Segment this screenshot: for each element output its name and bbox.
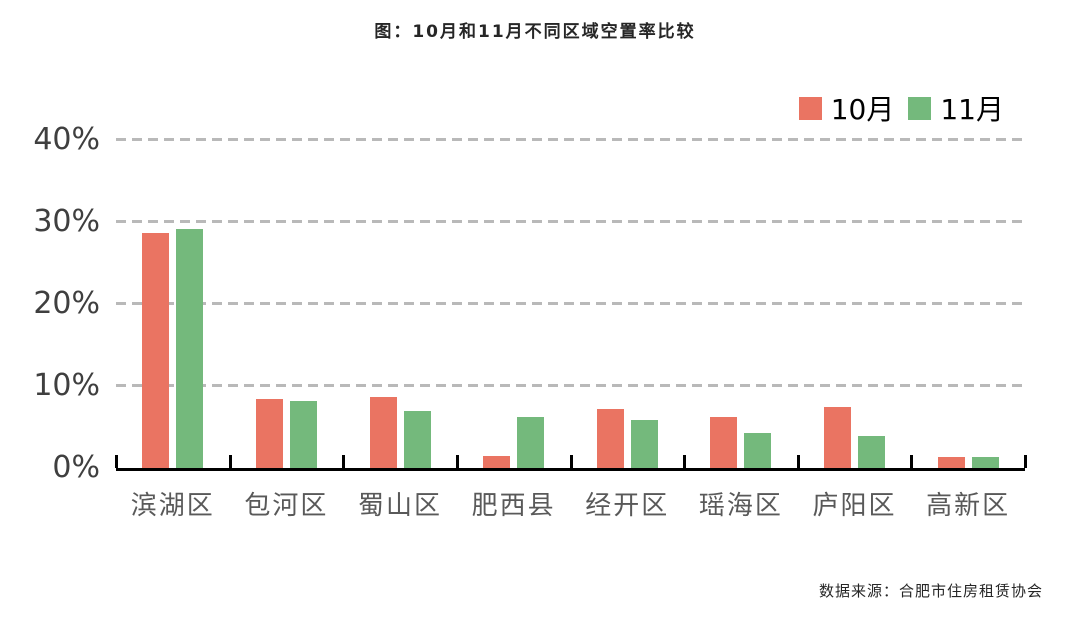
x-axis-tick [228,455,232,468]
y-tick-label-10: 10% [33,368,100,403]
legend-swatch-november-icon [908,96,932,120]
x-axis-tick [455,455,459,468]
gridline-40 [116,138,1025,141]
bar-series1-cat7 [824,407,852,468]
legend-label-november: 11月 [940,93,1004,126]
x-tick-label-8: 高新区 [926,491,1011,521]
x-axis-labels: 滨湖区 包河区 蜀山区 肥西县 经开区 瑶海区 庐阳区 高新区 [116,485,1025,522]
x-tick-label-7: 庐阳区 [812,491,897,521]
bar-series2-cat2 [289,400,317,468]
bar-series2-cat4 [517,417,545,468]
bar-series2-cat3 [403,411,431,468]
legend-swatch-october-icon [798,96,822,120]
bar-series2-cat5 [630,419,658,468]
bar-series2-cat1 [176,229,204,468]
bar-group-8 [911,140,1025,468]
x-tick-label-1: 滨湖区 [130,491,215,521]
x-tick-label-5: 经开区 [585,491,670,521]
bar-series1-cat3 [369,396,397,468]
y-axis-labels: 0% 10% 20% 30% 40% [0,125,100,483]
plot-area [115,138,1027,471]
gridline-10 [116,384,1025,387]
x-axis-tick [1024,455,1027,468]
bar-series2-cat6 [744,432,772,468]
source-note: 数据来源：合肥市住房租赁协会 [818,582,1043,600]
y-tick-label-20: 20% [33,286,100,321]
bar-series2-cat7 [858,436,886,468]
x-axis-tick [342,455,346,468]
x-axis-tick [796,455,800,468]
bar-group-3 [343,140,457,468]
bar-series1-cat4 [483,455,511,468]
x-axis-tick [569,455,573,468]
x-tick-label-2: 包河区 [244,491,329,521]
bar-series1-cat8 [937,456,965,468]
bar-series1-cat6 [710,417,738,468]
chart-legend: 10月 11月 [798,88,1004,128]
bar-group-5 [571,140,685,468]
bar-series2-cat8 [971,456,999,468]
x-tick-label-6: 瑶海区 [698,491,783,521]
x-tick-label-3: 蜀山区 [358,491,443,521]
legend-item-november: 11月 [908,88,1004,128]
bar-series1-cat2 [255,399,283,468]
chart-title: 图：10月和11月不同区域空置率比较 [374,22,696,42]
bar-group-1 [116,140,230,468]
y-tick-label-40: 40% [33,122,100,157]
gridline-30 [116,220,1025,223]
bar-group-2 [230,140,344,468]
y-tick-label-0: 0% [52,450,100,485]
bar-group-6 [684,140,798,468]
x-tick-label-4: 肥西县 [471,491,556,521]
x-axis-tick [683,455,687,468]
bar-group-4 [457,140,571,468]
legend-item-october: 10月 [798,88,895,128]
bar-series1-cat5 [596,408,624,468]
y-tick-label-30: 30% [33,204,100,239]
x-axis-tick [910,455,914,468]
legend-label-october: 10月 [830,93,895,126]
bar-group-7 [798,140,912,468]
bar-series1-cat1 [142,233,170,468]
gridline-20 [116,302,1025,305]
x-axis-tick [115,455,118,468]
bar-groups [116,140,1025,468]
